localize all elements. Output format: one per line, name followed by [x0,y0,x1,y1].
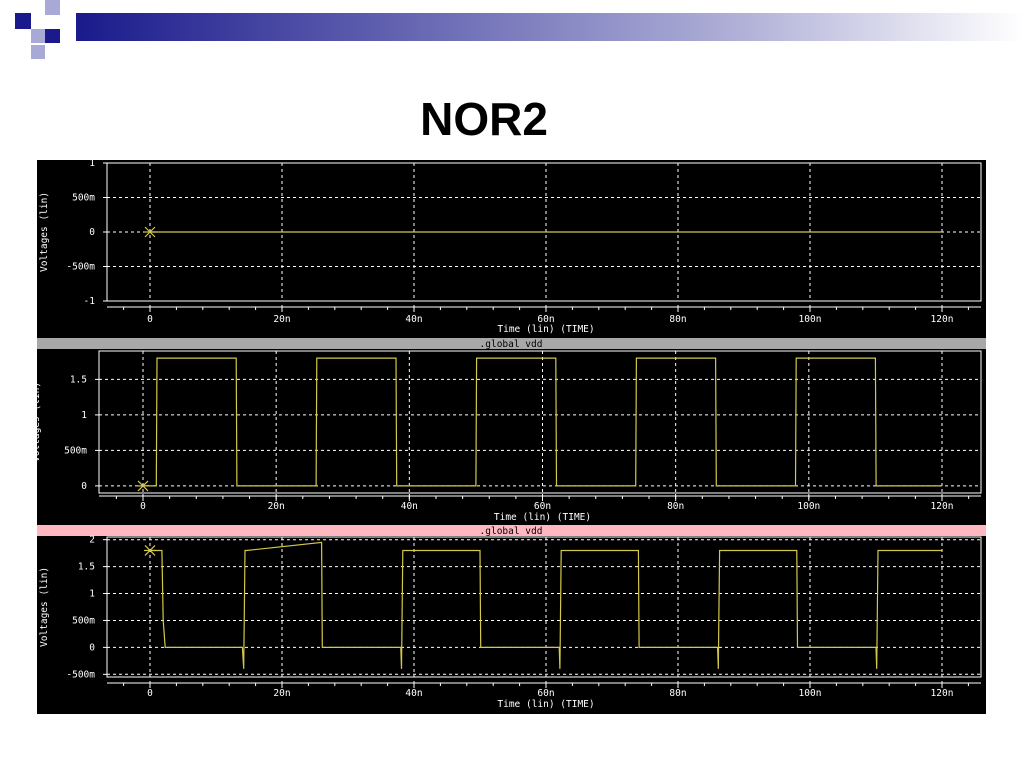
y-axis-label: Voltages (lin) [37,382,42,462]
deco-square [60,13,76,29]
y-tick-label: 1.5 [78,562,95,573]
x-tick-label: 120n [931,501,954,512]
y-tick-label: -500m [66,262,95,273]
panel-banner-label: .global vdd [480,526,543,537]
waveform-viewer: 1 500m 0 -500m -1 Voltages (lin) 0 20n 40n 60n 80n… [37,160,986,714]
y-tick-label: 500m [64,445,87,456]
x-tick-label: 80n [667,501,684,512]
y-tick-label: 1 [81,410,87,421]
x-tick-label: 0 [140,501,146,512]
y-tick-label: -500m [66,669,95,680]
y-tick-label: -1 [84,296,96,307]
y-tick-label: 2 [89,535,95,546]
deco-square [15,13,31,29]
x-tick-label: 20n [273,688,290,699]
waveform-trace [143,357,942,487]
x-tick-label: 120n [931,688,954,699]
x-tick-label: 60n [537,688,554,699]
x-axis-label: Time (lin) (TIME) [494,512,591,523]
x-tick-label: 40n [405,314,422,325]
deco-square [0,0,15,15]
x-tick-label: 60n [537,314,554,325]
x-axis-label: Time (lin) (TIME) [497,699,594,710]
chart-panel-3: .global vdd 2 1.5 1 500m 0 -500m Voltages (lin)… [37,525,986,710]
cursor-marker [144,545,156,556]
x-tick-label: 120n [931,314,954,325]
x-tick-label: 80n [669,688,686,699]
x-tick-label: 100n [799,688,822,699]
deco-square [45,0,60,15]
chart-panel-2: .global vdd 1.5 1 500m 0 Voltages (lin) 0 20n 40… [37,338,986,523]
x-tick-label: 60n [534,501,551,512]
x-tick-label: 40n [405,688,422,699]
header-gradient-bar [76,13,1024,41]
x-tick-label: 100n [799,314,822,325]
x-tick-label: 0 [147,688,153,699]
plot-frame [98,350,982,494]
plot-frame [106,536,982,678]
y-tick-label: 1 [89,160,95,169]
deco-square [31,45,45,59]
deco-square [45,29,60,43]
cursor-marker [144,226,156,238]
y-tick-label: 500m [72,193,95,204]
panel-banner [37,525,986,536]
y-tick-label: 1 [89,589,95,600]
deco-square [31,29,45,43]
x-tick-label: 0 [147,314,153,325]
x-tick-label: 100n [797,501,820,512]
chart-panel-1: 1 500m 0 -500m -1 Voltages (lin) 0 20n 40n 60n 80n… [39,160,982,335]
waveform-trace [150,541,942,669]
corner-decoration [0,0,1024,59]
waveform-charts: 1 500m 0 -500m -1 Voltages (lin) 0 20n 40n 60n 80n… [37,160,986,710]
x-axis-label: Time (lin) (TIME) [497,324,594,335]
x-tick-label: 80n [669,314,686,325]
y-tick-label: 0 [89,642,95,653]
page-title: NOR2 [420,93,548,145]
y-tick-label: 1.5 [70,374,87,385]
cursor-marker [137,480,149,492]
y-tick-label: 500m [72,615,95,626]
y-axis-label: Voltages (lin) [39,567,50,647]
x-tick-label: 20n [268,501,285,512]
y-axis-label: Voltages (lin) [39,192,50,272]
panel-banner-label: .global vdd [480,339,543,350]
y-tick-label: 0 [81,481,87,492]
x-tick-label: 20n [273,314,290,325]
y-tick-label: 0 [89,227,95,238]
panel-banner [37,338,986,349]
x-tick-label: 40n [401,501,418,512]
